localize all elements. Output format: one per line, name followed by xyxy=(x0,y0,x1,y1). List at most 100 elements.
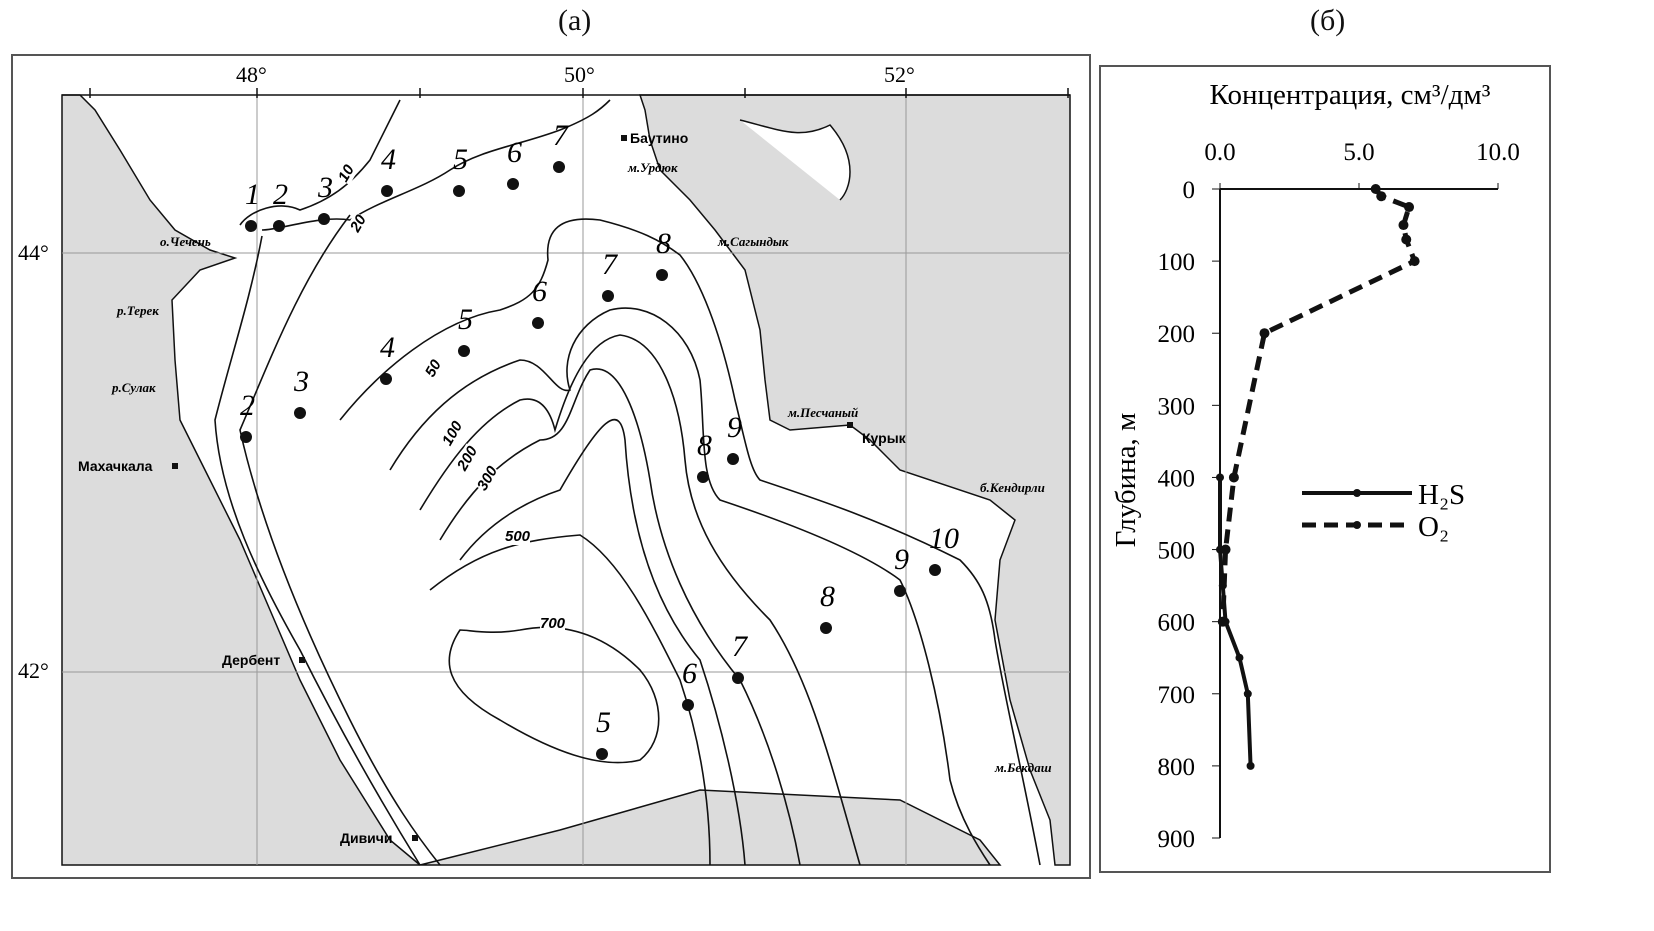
place-label: м.Урдюк xyxy=(628,160,678,175)
data-point xyxy=(1246,761,1255,770)
station-marker xyxy=(273,220,285,232)
lon-label: 48° xyxy=(236,62,267,87)
station-label: 3 xyxy=(318,171,333,204)
data-point xyxy=(1218,581,1227,590)
y-axis-title: Глубина, м xyxy=(1110,413,1142,548)
town-marker xyxy=(172,463,178,469)
station-label: 7 xyxy=(732,630,747,663)
contour-label: 500 xyxy=(505,528,531,545)
data-point xyxy=(1404,202,1415,213)
place-label: м.Сагындык xyxy=(718,234,789,249)
station-marker xyxy=(697,471,709,483)
station-marker xyxy=(245,220,257,232)
place-label: Дербент xyxy=(222,652,281,668)
map-area xyxy=(61,88,1071,866)
series-line-h2s xyxy=(1218,477,1253,766)
panel-b-label: (б) xyxy=(1310,4,1346,37)
y-tick-label: 0 xyxy=(1183,177,1196,204)
station-marker xyxy=(381,185,393,197)
station-label: 9 xyxy=(894,543,909,576)
station-label: 5 xyxy=(596,706,611,739)
place-label: Баутино xyxy=(630,130,689,146)
x-axis-title: Концентрация, см³/дм³ xyxy=(1210,79,1491,111)
data-point xyxy=(1409,256,1420,267)
station-label: 3 xyxy=(294,365,309,398)
station-label: 9 xyxy=(727,411,742,444)
y-tick-label: 800 xyxy=(1158,754,1196,781)
contour-label: 700 xyxy=(540,615,566,632)
station-marker xyxy=(458,345,470,357)
x-tick-label: 10.0 xyxy=(1476,139,1520,166)
station-label: 2 xyxy=(273,178,288,211)
place-label: р.Сулак xyxy=(112,380,156,395)
station-marker xyxy=(596,748,608,760)
lat-label: 42° xyxy=(18,658,49,683)
town-marker xyxy=(621,135,627,141)
y-tick-label: 300 xyxy=(1158,393,1196,420)
station-label: 5 xyxy=(458,303,473,336)
station-marker xyxy=(727,453,739,465)
station-marker xyxy=(656,269,668,281)
place-label: р.Терек xyxy=(117,303,159,318)
station-marker xyxy=(732,672,744,684)
place-label: Дивичи xyxy=(340,830,393,846)
east-land xyxy=(638,94,1071,866)
lon-label: 52° xyxy=(884,62,915,87)
x-tick-label: 5.0 xyxy=(1343,139,1374,166)
place-label: Курык xyxy=(862,430,906,446)
station-label: 6 xyxy=(682,657,697,690)
station-marker xyxy=(240,431,252,443)
data-point xyxy=(1376,191,1387,202)
station-label: 8 xyxy=(697,429,712,462)
station-label: 6 xyxy=(532,275,547,308)
lon-label: 50° xyxy=(564,62,595,87)
lat-label: 44° xyxy=(18,240,49,265)
station-marker xyxy=(894,585,906,597)
series-line-o2 xyxy=(1220,187,1418,622)
data-point xyxy=(1401,234,1412,245)
town-marker xyxy=(412,835,418,841)
station-label: 5 xyxy=(453,143,468,176)
data-point xyxy=(1370,184,1381,194)
place-label: Махачкала xyxy=(78,458,153,474)
panel-a-label: (а) xyxy=(558,4,592,37)
x-tick-label: 0.0 xyxy=(1204,139,1235,166)
place-label: б.Кендирли xyxy=(980,480,1045,495)
town-marker xyxy=(299,657,305,663)
data-point xyxy=(1221,617,1230,626)
map-frame xyxy=(11,54,1091,879)
station-marker xyxy=(507,178,519,190)
station-label: 8 xyxy=(820,580,835,613)
chart-frame xyxy=(1099,65,1551,873)
place-label: м.Бекдаш xyxy=(995,760,1052,775)
y-tick-label: 400 xyxy=(1158,465,1196,492)
station-label: 2 xyxy=(240,389,255,422)
bathymetric-map xyxy=(11,54,1091,879)
station-label: 10 xyxy=(929,522,959,555)
station-label: 4 xyxy=(380,331,395,364)
station-label: 7 xyxy=(553,119,568,152)
data-point xyxy=(1243,689,1252,698)
station-marker xyxy=(380,373,392,385)
y-tick-label: 500 xyxy=(1158,538,1196,565)
y-tick-label: 700 xyxy=(1158,682,1196,709)
graticule xyxy=(62,95,1070,865)
data-point xyxy=(1235,653,1244,662)
data-point xyxy=(1216,473,1224,482)
data-point xyxy=(1259,328,1270,339)
legend-label: O₂ xyxy=(1418,511,1449,543)
legend-marker xyxy=(1353,489,1361,497)
station-marker xyxy=(682,699,694,711)
lon-ticks xyxy=(62,88,1070,98)
data-point xyxy=(1228,472,1239,483)
station-label: 4 xyxy=(381,143,396,176)
legend-marker xyxy=(1353,521,1361,529)
station-label: 6 xyxy=(507,136,522,169)
station-marker xyxy=(318,213,330,225)
data-point xyxy=(1217,616,1228,627)
depth-contours xyxy=(214,99,1041,866)
town-marker xyxy=(847,422,853,428)
y-tick-label: 600 xyxy=(1158,610,1196,637)
station-marker xyxy=(602,290,614,302)
station-marker xyxy=(294,407,306,419)
